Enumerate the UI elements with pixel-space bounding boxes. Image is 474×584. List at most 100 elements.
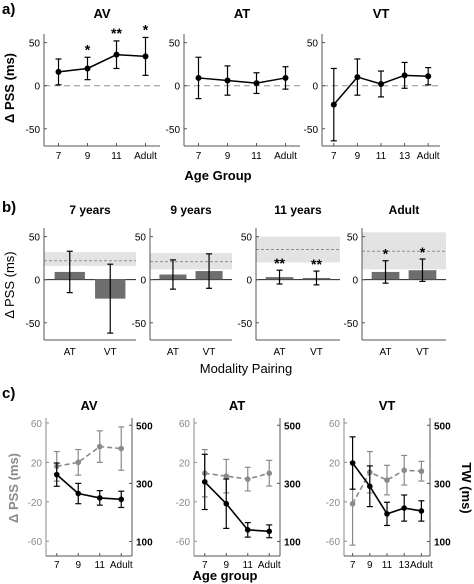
panel-a-label: a) <box>2 1 15 18</box>
b-9-years-ytick-label: -50 <box>132 319 147 330</box>
a-at-title: AT <box>234 6 250 21</box>
c-vt-pss-point <box>418 468 425 475</box>
panel-b-label: b) <box>2 199 16 216</box>
a-at-ytick-label: -50 <box>166 125 181 136</box>
a-at-ytick-label: 50 <box>169 39 181 50</box>
c-vt-tw-point <box>384 511 390 517</box>
c-at-tw-point <box>201 479 208 485</box>
b-9-years-ytick-label: 0 <box>140 276 146 287</box>
c-av-xtick-label: Adult <box>110 560 133 571</box>
c-av-pss-line <box>56 445 122 468</box>
c-av-tw-line <box>56 474 122 501</box>
c-at-pss-line <box>204 472 270 480</box>
a-at-series-line <box>198 77 286 84</box>
c-av-xtick-label: 9 <box>75 560 81 571</box>
b-7-years-xtick-label: VT <box>104 347 117 358</box>
c-at-tw-point <box>244 527 251 533</box>
c-at-tw-point <box>266 528 273 535</box>
c-vt-ytick-left-label: -60 <box>326 537 341 548</box>
b-11-years-title: 11 years <box>274 203 322 217</box>
c-av-xtick-label: 11 <box>95 560 106 571</box>
b-11-years-significance: ** <box>311 256 322 272</box>
a-av-xtick-label: 7 <box>56 151 62 162</box>
panel-c-xlabel: Age group <box>193 568 258 583</box>
a-av-ytick-label: -50 <box>26 125 41 136</box>
c-vt-xtick-label: 9 <box>367 560 373 571</box>
a-vt-point <box>401 72 408 79</box>
b-11-years-significance: ** <box>274 255 285 271</box>
a-av-xtick-label: 11 <box>111 151 122 162</box>
c-vt-tw-point <box>349 460 356 466</box>
b-adult-title: Adult <box>389 203 420 217</box>
b-adult-xtick-label: VT <box>416 347 429 358</box>
a-vt-ytick-label: 0 <box>312 82 318 93</box>
a-vt-xtick-label: Adult <box>417 151 440 162</box>
c-vt-pss-point <box>401 467 408 474</box>
c-av-tw-point <box>75 490 82 497</box>
a-at-xtick-label: Adult <box>274 151 297 162</box>
a-vt-ytick-label: 50 <box>307 39 319 50</box>
c-vt-tw-point <box>367 483 373 490</box>
a-av-point <box>84 65 91 72</box>
a-at-point <box>282 74 289 81</box>
b-11-years-ytick-label: -50 <box>238 319 253 330</box>
a-av-significance: * <box>85 41 91 57</box>
c-vt-pss-line <box>351 469 422 505</box>
c-at-xtick-label: 9 <box>223 560 229 571</box>
c-vt-tw-point <box>418 508 425 514</box>
panel-b-xlabel: Modality Pairing <box>200 361 293 376</box>
a-vt-point <box>378 80 384 87</box>
c-av-pss-point <box>118 445 125 452</box>
a-av-point <box>142 53 149 60</box>
b-adult-significance: * <box>420 244 426 260</box>
c-vt-ytick-left-label: 20 <box>329 458 341 469</box>
c-av-ytick-right-label: 300 <box>136 479 153 490</box>
a-at-xtick-label: 11 <box>251 151 262 162</box>
c-vt-ytick-right-label: 500 <box>434 421 451 432</box>
b-7-years-ytick-label: -50 <box>26 319 41 330</box>
c-at-ytick-right-label: 100 <box>284 537 301 548</box>
c-av-ytick-right-label: 500 <box>136 421 153 432</box>
c-vt-xtick-label: Adult <box>410 560 433 571</box>
c-av-pss-point <box>96 443 103 450</box>
b-adult-ytick-label: -50 <box>344 319 359 330</box>
c-vt-ytick-left-label: 60 <box>329 419 341 430</box>
a-av-ytick-label: 0 <box>34 82 40 93</box>
a-av-xtick-label: Adult <box>134 151 157 162</box>
b-9-years-ytick-label: 50 <box>135 233 147 244</box>
c-at-pss-point <box>223 473 230 479</box>
a-vt-xtick-label: 7 <box>331 151 337 162</box>
a-at-point <box>253 80 260 87</box>
c-av-ytick-left-label: -60 <box>28 537 43 548</box>
b-adult-ytick-label: 0 <box>352 276 358 287</box>
b-9-years-xtick-label: AT <box>167 347 179 358</box>
c-av-ytick-left-label: 60 <box>31 419 43 430</box>
a-av-point <box>55 68 62 75</box>
c-at-xtick-label: 7 <box>202 560 208 571</box>
c-vt-pss-point <box>384 477 390 483</box>
a-av-ytick-label: 50 <box>29 39 41 50</box>
a-vt-xtick-label: 13 <box>399 151 411 162</box>
c-at-ytick-right-label: 500 <box>284 421 301 432</box>
c-at-xtick-label: Adult <box>258 560 281 571</box>
c-vt-ytick-right-label: 300 <box>434 479 451 490</box>
b-11-years-ytick-label: 50 <box>241 233 253 244</box>
c-vt-xtick-label: 13 <box>399 560 411 571</box>
c-av-ytick-left-label: 20 <box>31 458 43 469</box>
a-av-point <box>113 51 120 58</box>
c-at-tw-point <box>223 500 230 507</box>
a-av-significance: ** <box>111 25 122 41</box>
panel-a-ylabel: Δ PSS (ms) <box>2 53 17 123</box>
c-vt-xtick-label: 7 <box>350 560 356 571</box>
a-vt-title: VT <box>373 6 390 21</box>
b-11-years-xtick-label: AT <box>273 347 285 358</box>
panel-b-ylabel: Δ PSS (ms) <box>2 251 17 318</box>
b-11-years-xtick-label: VT <box>310 347 323 358</box>
b-7-years-ytick-label: 50 <box>29 233 41 244</box>
a-at-ytick-label: 0 <box>174 82 180 93</box>
c-at-ytick-left-label: 60 <box>179 419 191 430</box>
b-7-years-ytick-label: 0 <box>34 276 40 287</box>
c-at-xtick-label: 11 <box>243 560 254 571</box>
c-vt-tw-point <box>401 505 408 511</box>
